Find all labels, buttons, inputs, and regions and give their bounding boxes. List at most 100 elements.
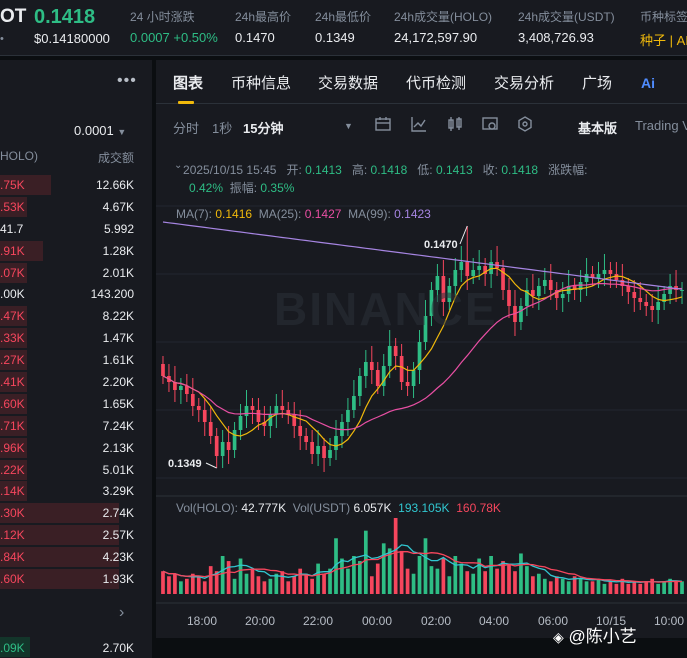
tab-coin-info[interactable]: 币种信息 — [231, 75, 292, 92]
candle-body — [525, 290, 529, 306]
indicator-settings-icon[interactable] — [374, 115, 392, 133]
candle-body — [334, 436, 338, 450]
stat-token-tags[interactable]: 币种标签 种子 | AI — [640, 8, 687, 49]
interval-dropdown-icon[interactable]: ▼ — [344, 121, 353, 131]
volume-bar — [346, 568, 350, 594]
stat-label: 24 小时涨跌 — [130, 10, 195, 24]
candle-body — [453, 270, 458, 286]
orderbook-row[interactable]: .27K 1.61K — [0, 349, 152, 371]
volume-bar — [262, 581, 267, 594]
volume-bar — [399, 550, 404, 594]
tab-trade-data[interactable]: 交易数据 — [318, 75, 379, 92]
volume-bar — [531, 576, 535, 594]
orderbook-row[interactable]: .60K 1.93K — [0, 568, 152, 590]
vol-holo-value: 42.777K — [241, 501, 287, 515]
stat-value: 0.0007 +0.50% — [130, 30, 218, 45]
candle-info-row-2: 0.42% 振幅: 0.35% — [189, 179, 294, 196]
candle-body — [459, 262, 464, 270]
interval-1s[interactable]: 1秒 — [212, 121, 233, 136]
low-value: 0.1413 — [435, 163, 473, 177]
volume-bar — [214, 571, 219, 594]
candle-body — [405, 382, 410, 386]
candle-info-row: 2025/10/15 15:45 开: 0.1413 高: 0.1418 低: … — [173, 161, 587, 178]
orderbook-price: .91K — [0, 243, 25, 258]
candlestick-icon[interactable] — [446, 115, 464, 133]
orderbook-row[interactable]: .22K 5.01K — [0, 459, 152, 481]
interval-15m[interactable]: 15分钟 — [243, 121, 284, 136]
collapse-caret-icon[interactable]: ⌄ — [174, 160, 183, 171]
line-chart-icon[interactable] — [410, 115, 428, 133]
vol-usdt-label: Vol(USDT) — [292, 501, 351, 515]
low-marker-line — [205, 462, 217, 469]
volume-bar — [489, 556, 493, 594]
orderbook-price: .84K — [0, 550, 25, 565]
kline-canvas[interactable] — [156, 156, 687, 638]
orderbook-price: .47K — [0, 309, 25, 324]
precision-select[interactable]: 0.0001 ▼ — [74, 123, 126, 138]
orderbook-price: .60K — [0, 396, 25, 411]
volume-bar — [453, 556, 458, 594]
orderbook-amount: 5.01K — [102, 462, 134, 477]
orderbook-row[interactable]: .75K 12.66K — [0, 174, 152, 196]
orderbook-row[interactable]: .14K 3.29K — [0, 480, 152, 502]
chevron-right-icon[interactable]: › — [119, 604, 125, 621]
candle-body — [608, 270, 613, 274]
orderbook-row[interactable]: .53K 4.67K — [0, 196, 152, 218]
orderbook-row[interactable]: .91K 1.28K — [0, 240, 152, 262]
candle-body — [560, 294, 565, 298]
candle-body — [298, 426, 303, 436]
tab-trade-analysis[interactable]: 交易分析 — [494, 75, 555, 92]
mode-tradingview[interactable]: Trading V — [635, 118, 687, 133]
interval-time[interactable]: 分时 — [173, 121, 200, 136]
orderbook-row[interactable]: .71K 7.24K — [0, 415, 152, 437]
orderbook-row[interactable]: .60K 1.65K — [0, 393, 152, 415]
volume-bar — [429, 566, 434, 594]
orderbook-row[interactable]: .84K 4.23K — [0, 546, 152, 568]
hexagon-icon[interactable] — [516, 115, 534, 133]
tab-chart[interactable]: 图表 — [173, 75, 204, 92]
orderbook-price: 41.7 — [0, 221, 24, 236]
orderbook-row[interactable]: .30K 2.74K — [0, 502, 152, 524]
candle-body — [441, 276, 446, 302]
orderbook-amount: 8.22K — [102, 309, 134, 324]
orderbook-amount: 4.23K — [102, 550, 134, 565]
volume-bar — [208, 566, 213, 594]
stat-value: 24,172,597.90 — [394, 30, 478, 45]
orderbook-row[interactable]: .47K 8.22K — [0, 305, 152, 327]
chart-settings-icon[interactable] — [481, 115, 499, 133]
orderbook-row[interactable]: .00K 143.200 — [0, 283, 152, 305]
volume-bar — [190, 573, 195, 594]
tab-square[interactable]: 广场 — [582, 75, 613, 92]
mode-basic[interactable]: 基本版 — [578, 121, 618, 136]
chart-panel: 图表 币种信息 交易数据 代币检测 交易分析 广场 Ai 分时 1秒 15分钟 … — [156, 60, 687, 638]
depth-bar — [0, 393, 27, 414]
orderbook-row[interactable]: .96K 2.13K — [0, 437, 152, 459]
volume-bar — [220, 556, 225, 594]
more-icon[interactable]: ••• — [117, 72, 137, 89]
orderbook-amount: 1.61K — [102, 353, 134, 368]
candle-body — [536, 286, 541, 296]
volume-bar — [196, 576, 201, 594]
candle-body — [304, 436, 309, 442]
token-tag-value[interactable]: 种子 | AI — [640, 33, 687, 48]
orderbook-row[interactable]: 41.7 5.992 — [0, 218, 152, 240]
pair-symbol[interactable]: OT — [0, 6, 27, 27]
candle-body — [644, 302, 649, 306]
orderbook-row[interactable]: .12K 2.57K — [0, 524, 152, 546]
tab-token-check[interactable]: 代币检测 — [406, 75, 467, 92]
volume-bar — [405, 568, 410, 594]
kline-chart[interactable]: BINANCE ⌄ 2025/10/15 15:45 开: 0.1413 高: … — [156, 156, 687, 638]
volume-bar — [578, 578, 583, 594]
orderbook-price: .22K — [0, 462, 25, 477]
candle-body — [399, 356, 404, 382]
orderbook-price: .12K — [0, 528, 25, 543]
depth-bar — [0, 415, 27, 436]
volume-bar — [202, 581, 207, 594]
candle-body — [638, 298, 643, 302]
orderbook-header-price: HOLO) — [0, 149, 39, 163]
volume-bar — [495, 568, 499, 594]
ai-icon[interactable]: Ai — [641, 75, 655, 91]
orderbook-row[interactable]: .07K 2.01K — [0, 262, 152, 284]
orderbook-row[interactable]: .33K 1.47K — [0, 327, 152, 349]
orderbook-row[interactable]: .41K 2.20K — [0, 371, 152, 393]
